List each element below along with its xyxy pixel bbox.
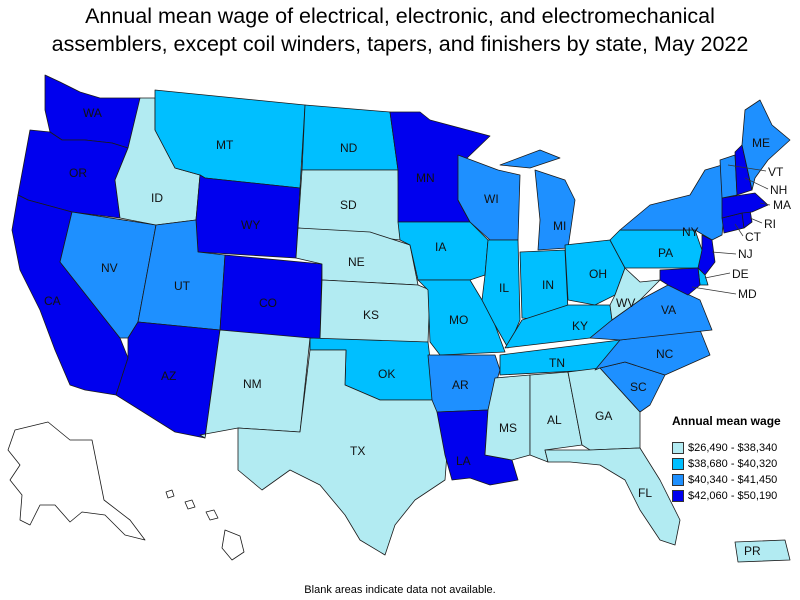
label-VA: VA — [661, 303, 676, 317]
state-HI-4 — [221, 529, 245, 561]
state-ME — [741, 99, 791, 191]
state-NJ — [697, 234, 716, 276]
label-MO: MO — [449, 313, 468, 327]
state-MA — [721, 192, 769, 219]
state-HI-1 — [165, 489, 175, 499]
legend-swatch — [672, 490, 684, 502]
label-MS: MS — [499, 421, 517, 435]
label-ME: ME — [752, 136, 770, 150]
leader-ct — [734, 223, 744, 237]
map-legend: Annual mean wage $26,490 - $38,340 $38,6… — [672, 414, 800, 504]
territory-PR — [734, 539, 791, 563]
label-ID: ID — [151, 191, 163, 205]
label-MT: MT — [216, 138, 234, 152]
label-AZ: AZ — [161, 369, 176, 383]
label-PR: PR — [744, 544, 761, 558]
label-OR: OR — [69, 166, 87, 180]
label-IN: IN — [542, 278, 554, 292]
legend-swatch — [672, 474, 684, 486]
label-PA: PA — [658, 246, 673, 260]
label-NC: NC — [656, 347, 674, 361]
label-MN: MN — [416, 171, 435, 185]
footnote: Blank areas indicate data not available. — [304, 584, 496, 596]
leader-ri — [749, 217, 763, 224]
legend-title: Annual mean wage — [672, 414, 781, 428]
label-WI: WI — [484, 192, 499, 206]
label-NH: NH — [770, 183, 787, 197]
label-IL: IL — [499, 281, 509, 295]
leader-nj — [711, 251, 737, 255]
legend-item: $26,490 - $38,340 — [672, 440, 800, 456]
state-labels: WA OR CA NV ID MT WY UT AZ CO NM ND SD N… — [44, 106, 791, 558]
label-OH: OH — [589, 267, 607, 281]
state-FL — [544, 447, 681, 546]
label-RI: RI — [764, 217, 776, 231]
legend-label: $40,340 - $41,450 — [688, 474, 778, 486]
label-UT: UT — [174, 279, 191, 293]
leader-nh — [744, 177, 769, 190]
state-HI-3 — [205, 509, 219, 521]
label-WV: WV — [616, 296, 635, 310]
label-CA: CA — [44, 294, 61, 308]
state-IL — [481, 239, 521, 349]
label-SD: SD — [340, 198, 357, 212]
label-TX: TX — [350, 444, 365, 458]
legend-item: $38,680 - $40,320 — [672, 456, 800, 472]
label-ND: ND — [340, 141, 358, 155]
label-MA: MA — [773, 198, 791, 212]
label-KY: KY — [572, 319, 588, 333]
label-AL: AL — [547, 413, 562, 427]
leader-ma — [759, 202, 771, 206]
legend-label: $26,490 - $38,340 — [688, 442, 778, 454]
leader-de — [704, 272, 731, 279]
label-GA: GA — [595, 409, 612, 423]
label-NM: NM — [243, 377, 262, 391]
state-ND — [301, 104, 399, 171]
label-LA: LA — [456, 454, 471, 468]
label-FL: FL — [638, 486, 652, 500]
legend-swatch — [672, 442, 684, 454]
legend-label: $38,680 - $40,320 — [688, 458, 778, 470]
label-NY: NY — [682, 225, 699, 239]
label-AR: AR — [452, 378, 469, 392]
label-MI: MI — [553, 219, 566, 233]
label-VT: VT — [768, 165, 784, 179]
title-line-2: assemblers, except coil winders, tapers,… — [51, 32, 749, 56]
label-DE: DE — [732, 267, 749, 281]
label-TN: TN — [549, 356, 565, 370]
label-NV: NV — [101, 261, 118, 275]
state-NY — [619, 164, 726, 241]
label-SC: SC — [630, 380, 647, 394]
legend-swatch — [672, 458, 684, 470]
state-VT — [719, 154, 738, 199]
label-CO: CO — [259, 296, 277, 310]
label-WA: WA — [83, 106, 102, 120]
state-WY — [195, 174, 301, 259]
label-NJ: NJ — [738, 247, 753, 261]
label-NE: NE — [348, 255, 365, 269]
state-TX — [237, 349, 449, 556]
label-OK: OK — [378, 367, 395, 381]
map-title: Annual mean wage of electrical, electron… — [0, 2, 800, 58]
label-MD: MD — [738, 287, 757, 301]
legend-item: $42,060 - $50,190 — [672, 488, 800, 504]
state-MD — [659, 267, 701, 296]
label-WY: WY — [241, 218, 260, 232]
label-CT: CT — [745, 230, 762, 244]
state-HI-2 — [184, 499, 196, 510]
legend-label: $42,060 - $50,190 — [688, 490, 778, 502]
label-KS: KS — [363, 308, 379, 322]
state-MO — [417, 279, 506, 356]
label-IA: IA — [435, 240, 446, 254]
state-KY — [504, 304, 613, 349]
legend-item: $40,340 - $41,450 — [672, 472, 800, 488]
state-AK — [7, 421, 146, 541]
state-WV — [609, 267, 661, 321]
leader-md — [691, 286, 737, 295]
leader-vt — [727, 164, 767, 172]
title-line-1: Annual mean wage of electrical, electron… — [85, 4, 715, 28]
